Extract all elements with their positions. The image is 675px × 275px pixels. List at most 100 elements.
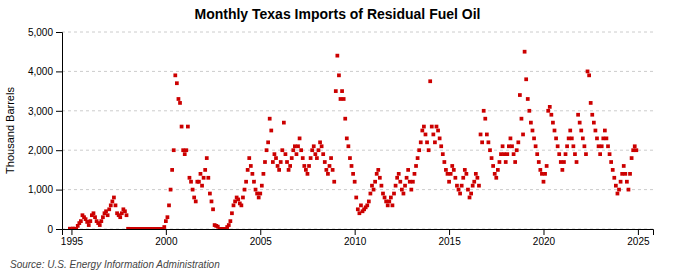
point [285, 160, 289, 164]
point [167, 203, 171, 207]
point [87, 223, 91, 227]
point [186, 125, 190, 129]
point [306, 172, 310, 176]
point [251, 172, 255, 176]
point [106, 213, 110, 217]
point [342, 97, 346, 101]
grid-line [62, 189, 653, 190]
point [228, 219, 232, 223]
point [125, 213, 129, 217]
point [589, 101, 593, 105]
point [164, 219, 168, 223]
point [354, 196, 358, 200]
point [194, 200, 198, 204]
point [391, 203, 395, 207]
point [312, 144, 316, 148]
point [406, 168, 410, 172]
point [564, 152, 568, 156]
point [501, 144, 505, 148]
point [183, 152, 187, 156]
x-tick-label: 2000 [155, 236, 178, 247]
point [376, 168, 380, 172]
point [324, 168, 328, 172]
point [529, 121, 533, 125]
point [202, 176, 206, 180]
y-tick: 4,000 [28, 66, 62, 77]
point [310, 148, 314, 152]
point [513, 160, 517, 164]
point [485, 133, 489, 137]
plot: 199520002005201020152020202501,0002,0003… [28, 27, 654, 247]
point [331, 168, 335, 172]
point [468, 196, 472, 200]
point [93, 215, 97, 219]
point [380, 184, 384, 188]
point [107, 207, 111, 211]
y-tick-label: 0 [47, 224, 53, 235]
point [548, 105, 552, 109]
point [260, 184, 264, 188]
point [587, 73, 591, 77]
point [586, 70, 590, 74]
point [628, 172, 632, 176]
y-tick: 3,000 [28, 106, 62, 117]
point [466, 188, 470, 192]
point [515, 148, 519, 152]
point [112, 196, 116, 200]
point [532, 137, 536, 141]
point [413, 172, 417, 176]
point [488, 148, 492, 152]
point [433, 140, 437, 144]
y-tick-mark [56, 150, 62, 151]
point [616, 192, 620, 196]
point [572, 144, 576, 148]
x-tick-label: 1995 [61, 236, 84, 247]
point [274, 156, 278, 160]
x-tick: 2015 [438, 229, 461, 247]
point [524, 77, 528, 81]
point [383, 196, 387, 200]
point [430, 125, 434, 129]
point [299, 148, 303, 152]
point [543, 172, 547, 176]
point [318, 140, 322, 144]
point [277, 168, 281, 172]
point [482, 109, 486, 113]
point [516, 140, 520, 144]
point [537, 160, 541, 164]
point [496, 168, 500, 172]
x-tick-mark [449, 229, 450, 235]
point [526, 97, 530, 101]
point [534, 144, 538, 148]
y-tick-mark [56, 71, 62, 72]
point [302, 164, 306, 168]
point [173, 73, 177, 77]
point [592, 121, 596, 125]
point [98, 223, 102, 227]
point [605, 137, 609, 141]
point [424, 133, 428, 137]
point [321, 152, 325, 156]
point [188, 176, 192, 180]
y-tick-label: 1,000 [28, 184, 53, 195]
point [88, 219, 92, 223]
point [395, 176, 399, 180]
point [598, 152, 602, 156]
point [414, 164, 418, 168]
point [411, 180, 415, 184]
point [199, 172, 203, 176]
point [455, 184, 459, 188]
point [359, 203, 363, 207]
point [180, 125, 184, 129]
point [493, 172, 497, 176]
point [505, 152, 509, 156]
point [520, 117, 524, 121]
point [230, 211, 234, 215]
point [627, 188, 631, 192]
y-tick-label: 5,000 [28, 27, 53, 38]
y-axis: 01,0002,0003,0004,0005,000 [28, 27, 63, 235]
point [633, 144, 637, 148]
point [184, 148, 188, 152]
point [345, 137, 349, 141]
x-axis: 1995200020052010201520202025 [61, 229, 654, 247]
